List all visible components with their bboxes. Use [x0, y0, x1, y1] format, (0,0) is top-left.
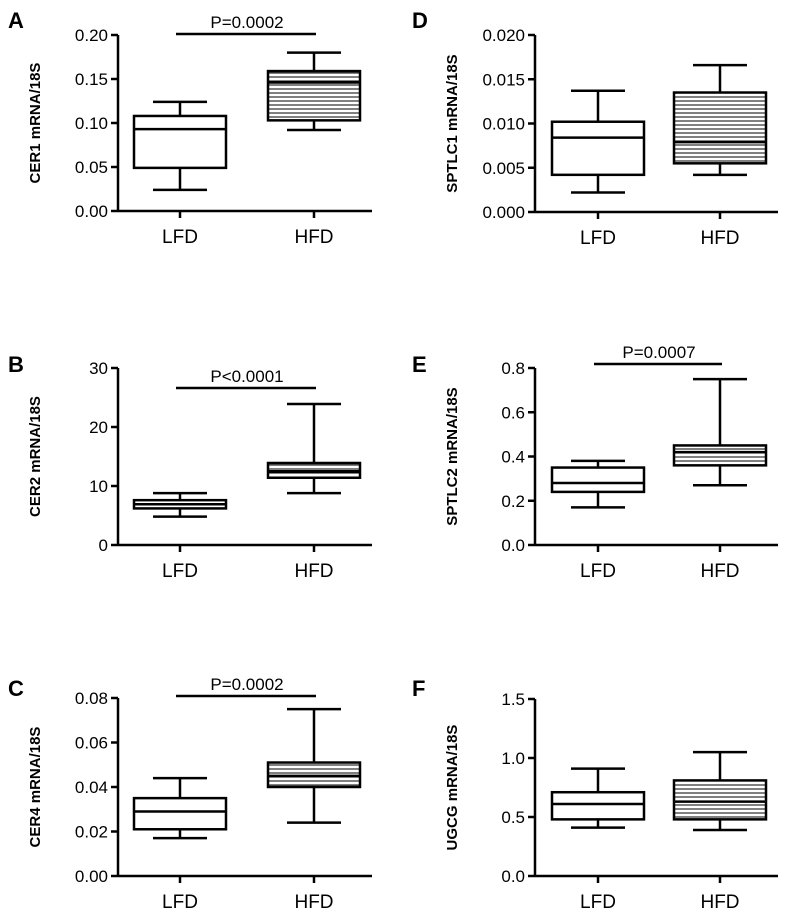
panel-d: D SPTLC1 mRNA/18S 0.000 0.005 0.010 0.015 0.02…	[412, 8, 778, 249]
x-category-label: HFD	[700, 561, 739, 582]
y-axis-label: CER1 mRNA/18S	[27, 63, 44, 184]
y-axis-label: SPTLC2 mRNA/18S	[444, 387, 461, 525]
p-value-label: P=0.0002	[210, 675, 283, 694]
box-hfd	[672, 750, 768, 832]
x-category-label: LFD	[162, 227, 198, 248]
y-tick-label: 0.005	[482, 159, 525, 178]
panel-c: C CER4 mRNA/18S 0.00 0.02 0.04 0.06 0.08 LFD HFD…	[8, 675, 372, 913]
iqr-box	[550, 120, 646, 177]
x-category-label: LFD	[162, 892, 198, 910]
x-category-label: LFD	[162, 561, 198, 582]
x-category-label: LFD	[580, 892, 616, 910]
iqr-box	[672, 779, 768, 821]
y-axis-label: UGCG mRNA/18S	[444, 725, 461, 851]
box-hfd	[672, 377, 768, 487]
y-tick-label: 0.5	[501, 808, 525, 827]
iqr-box	[550, 790, 646, 821]
iqr-box	[132, 114, 228, 170]
y-tick-label: 0.04	[75, 778, 108, 797]
panel-b: B CER2 mRNA/18S 0 10 20 30 LFD HFD P<0.0001	[8, 352, 372, 582]
x-category-label: HFD	[294, 561, 333, 582]
y-axis-label: SPTLC1 mRNA/18S	[444, 54, 461, 192]
y-tick-label: 0.020	[482, 26, 525, 45]
panel-letter: A	[8, 8, 24, 33]
y-tick-label: 0.2	[501, 492, 525, 511]
panel-letter: D	[412, 8, 428, 33]
box-lfd	[132, 776, 228, 840]
box-lfd	[550, 89, 646, 194]
iqr-box	[266, 69, 362, 122]
y-tick-label: 0.4	[501, 448, 525, 467]
y-tick-label: 1.5	[501, 690, 525, 709]
iqr-box	[672, 91, 768, 165]
panel-letter: B	[8, 352, 24, 377]
y-tick-label: 0.00	[75, 867, 108, 886]
p-value-label: P=0.0007	[622, 343, 695, 362]
y-axis-label: CER2 mRNA/18S	[27, 396, 44, 517]
x-category-label: LFD	[580, 561, 616, 582]
y-axis-label: CER4 mRNA/18S	[27, 727, 44, 848]
iqr-box	[550, 466, 646, 494]
y-tick-label: 0.05	[75, 158, 108, 177]
box-hfd	[266, 707, 362, 824]
box-lfd	[550, 459, 646, 509]
y-tick-label: 0.00	[75, 202, 108, 221]
panel-letter: F	[412, 676, 425, 701]
y-tick-label: 0.000	[482, 203, 525, 222]
y-tick-label: 0.10	[75, 114, 108, 133]
x-category-label: HFD	[700, 892, 739, 910]
y-tick-label: 0.20	[75, 26, 108, 45]
iqr-box	[672, 444, 768, 467]
x-category-label: HFD	[294, 227, 333, 248]
y-tick-label: 0.15	[75, 70, 108, 89]
panel-e: E SPTLC2 mRNA/18S 0.0 0.2 0.4 0.6 0.8 LFD HFD P=0…	[412, 343, 778, 582]
panel-letter: E	[412, 352, 427, 377]
panel-letter: C	[8, 676, 24, 701]
y-tick-label: 30	[89, 359, 108, 378]
p-value-label: P=0.0002	[210, 13, 283, 32]
y-tick-label: 0.8	[501, 359, 525, 378]
y-tick-label: 20	[89, 418, 108, 437]
x-category-label: HFD	[700, 228, 739, 249]
x-category-label: LFD	[580, 228, 616, 249]
y-tick-label: 0.015	[482, 70, 525, 89]
box-hfd	[266, 51, 362, 132]
panel-f: F UGCG mRNA/18S 0.0 0.5 1.0 1.5 LFD HFD	[412, 676, 778, 913]
x-category-label: HFD	[294, 892, 333, 910]
y-tick-label: 0.06	[75, 734, 108, 753]
box-lfd	[132, 491, 228, 518]
y-tick-label: 0.0	[501, 867, 525, 886]
box-lfd	[550, 767, 646, 829]
box-hfd	[266, 402, 362, 495]
p-value-label: P<0.0001	[210, 367, 283, 386]
panel-a: A CER1 mRNA/18S 0.00 0.05 0.10 0.15 0.20 LFD HFD…	[8, 8, 372, 248]
y-tick-label: 10	[89, 477, 108, 496]
iqr-box	[132, 796, 228, 831]
box-hfd	[672, 63, 768, 177]
y-tick-label: 0.010	[482, 115, 525, 134]
y-tick-label: 0	[99, 536, 108, 555]
y-tick-label: 1.0	[501, 749, 525, 768]
box-lfd	[132, 100, 228, 192]
y-tick-label: 0.0	[501, 536, 525, 555]
y-tick-label: 0.6	[501, 403, 525, 422]
y-tick-label: 0.02	[75, 823, 108, 842]
y-tick-label: 0.08	[75, 689, 108, 708]
